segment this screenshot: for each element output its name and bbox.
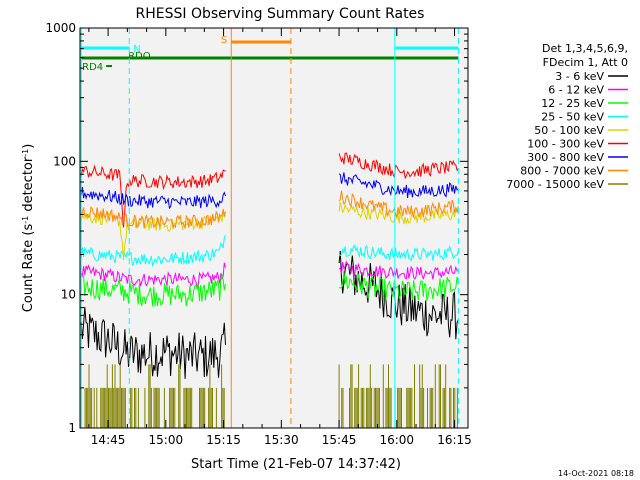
series-lines xyxy=(80,152,459,428)
flag-label-2: S xyxy=(221,35,227,46)
y-tick-label-1: 10 xyxy=(61,288,76,302)
legend-header-line-2: FDecim 1, Att 0 xyxy=(543,56,628,69)
series-7-segment-1 xyxy=(338,190,459,219)
flag-label-0: N xyxy=(133,44,140,55)
series-8-segment-1 xyxy=(338,364,458,428)
legend-label-0: 3 - 6 keV xyxy=(555,70,604,83)
x-tick-label-6: 16:15 xyxy=(437,433,472,447)
legend-label-6: 300 - 800 keV xyxy=(527,151,604,164)
y-tick-label-0: 1 xyxy=(68,421,76,435)
y-label-sup-2: -1 xyxy=(21,149,30,157)
legend-label-4: 50 - 100 keV xyxy=(534,124,604,137)
series-6 xyxy=(80,172,459,210)
series-3-segment-1 xyxy=(338,244,459,262)
series-6-segment-1 xyxy=(338,172,459,199)
series-1-segment-1 xyxy=(338,260,459,281)
legend-label-7: 800 - 7000 keV xyxy=(520,165,604,178)
chart-title: RHESSI Observing Summary Count Rates xyxy=(136,6,425,22)
x-tick-label-2: 15:15 xyxy=(206,433,241,447)
legend: Det 1,3,4,5,6,9, FDecim 1, Att 0 3 - 6 k… xyxy=(506,42,628,191)
series-7 xyxy=(80,190,459,229)
y-tick-label-2: 100 xyxy=(53,154,76,168)
legend-label-8: 7000 - 15000 keV xyxy=(506,178,604,191)
x-tick-label-3: 15:30 xyxy=(264,433,299,447)
x-tick-label-1: 15:00 xyxy=(149,433,184,447)
plot-frame xyxy=(79,27,469,429)
y-label-end: ) xyxy=(21,144,36,149)
series-1 xyxy=(80,260,459,288)
y-label-mid: detector xyxy=(21,156,36,216)
series-2-segment-1 xyxy=(338,271,459,302)
y-label-sup-1: -1 xyxy=(21,216,30,224)
event-lines xyxy=(80,28,459,428)
y-axis-label: Count Rate (s-1 detector-1) xyxy=(21,144,37,313)
flag-label-3: RDO xyxy=(128,51,151,62)
x-axis-label: Start Time (21-Feb-07 14:37:42) xyxy=(191,457,401,472)
x-tick-label-0: 14:45 xyxy=(91,433,126,447)
series-4-segment-0 xyxy=(80,208,226,261)
axes: 14:45 15:00 15:15 15:30 15:45 16:00 16:15 1 10 10… xyxy=(45,21,471,447)
legend-label-2: 12 - 25 keV xyxy=(541,97,604,110)
legend-header-line-1: Det 1,3,4,5,6,9, xyxy=(542,42,628,55)
series-0-segment-0 xyxy=(80,306,226,379)
x-tick-label-5: 16:00 xyxy=(379,433,414,447)
flag-bars: N S RDO RD4 xyxy=(81,35,459,73)
legend-label-5: 100 - 300 keV xyxy=(527,138,604,151)
x-tick-label-4: 15:45 xyxy=(322,433,357,447)
y-label-main: Count Rate (s xyxy=(21,224,36,313)
legend-label-1: 6 - 12 keV xyxy=(548,84,604,97)
series-7-segment-0 xyxy=(80,206,226,229)
series-3 xyxy=(80,234,459,268)
y-tick-label-3: 1000 xyxy=(45,21,76,35)
series-2-segment-0 xyxy=(80,273,226,307)
series-5-segment-0 xyxy=(80,164,226,228)
series-5-segment-1 xyxy=(338,152,459,180)
series-6-segment-0 xyxy=(80,186,226,210)
series-1-segment-0 xyxy=(80,262,226,288)
footer-timestamp: 14-Oct-2021 08:18 xyxy=(558,469,634,478)
series-2 xyxy=(80,271,459,307)
flag-label-4: RD4 xyxy=(82,62,103,73)
series-5 xyxy=(80,152,459,228)
legend-label-3: 25 - 50 keV xyxy=(541,111,604,124)
series-3-segment-0 xyxy=(80,234,226,268)
